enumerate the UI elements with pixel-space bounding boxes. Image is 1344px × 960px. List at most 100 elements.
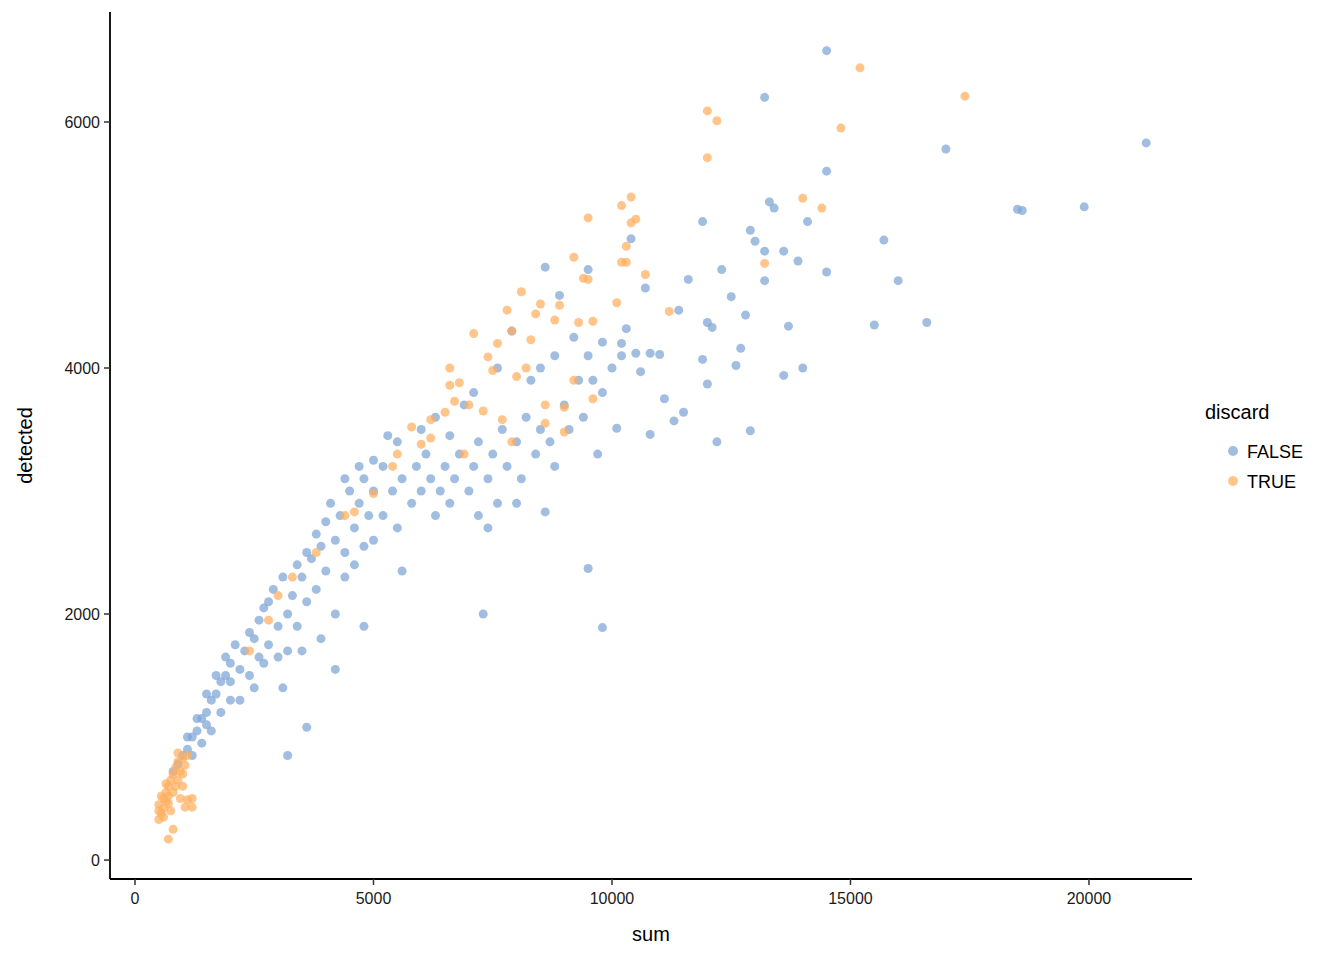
point — [259, 659, 268, 668]
point — [426, 434, 435, 443]
point — [226, 677, 235, 686]
point — [178, 769, 187, 778]
point — [612, 298, 621, 307]
point — [479, 407, 488, 416]
point — [655, 350, 664, 359]
point — [183, 751, 192, 760]
chart: 050001000015000200000200040006000sumdete… — [0, 0, 1344, 960]
point — [212, 671, 221, 680]
point — [836, 124, 845, 133]
point — [364, 511, 373, 520]
point — [421, 450, 430, 459]
point — [631, 349, 640, 358]
point — [393, 450, 402, 459]
point — [588, 376, 597, 385]
point — [331, 665, 340, 674]
point — [746, 426, 755, 435]
point — [202, 720, 211, 729]
point — [627, 193, 636, 202]
legend-swatch — [1228, 446, 1238, 456]
point — [541, 263, 550, 272]
point — [870, 320, 879, 329]
point — [698, 217, 707, 226]
point — [278, 683, 287, 692]
point — [169, 825, 178, 834]
point — [283, 610, 292, 619]
point — [340, 573, 349, 582]
point — [579, 413, 588, 422]
point — [593, 450, 602, 459]
point — [388, 487, 397, 496]
point — [617, 351, 626, 360]
x-tick-label: 10000 — [590, 890, 635, 907]
point — [698, 355, 707, 364]
y-tick-label: 2000 — [64, 606, 100, 623]
point — [288, 591, 297, 600]
point — [894, 276, 903, 285]
point — [560, 403, 569, 412]
point — [822, 167, 831, 176]
point — [340, 548, 349, 557]
point — [317, 634, 326, 643]
point — [736, 344, 745, 353]
point — [541, 507, 550, 516]
point — [161, 779, 170, 788]
point — [455, 378, 464, 387]
point — [636, 367, 645, 376]
y-tick — [104, 367, 110, 369]
point — [431, 511, 440, 520]
point — [264, 640, 273, 649]
point — [231, 640, 240, 649]
legend-label: TRUE — [1247, 472, 1296, 492]
point — [302, 723, 311, 732]
legend-label: FALSE — [1247, 442, 1303, 462]
point — [674, 306, 683, 315]
point — [779, 247, 788, 256]
point — [760, 247, 769, 256]
point — [751, 237, 760, 246]
point — [407, 423, 416, 432]
point — [708, 323, 717, 332]
x-tick — [850, 879, 852, 885]
point — [312, 530, 321, 539]
point — [507, 327, 516, 336]
point — [483, 352, 492, 361]
point — [350, 560, 359, 569]
point — [531, 309, 540, 318]
point — [483, 474, 492, 483]
point — [627, 234, 636, 243]
point — [264, 597, 273, 606]
point — [350, 523, 359, 532]
point — [250, 634, 259, 643]
y-tick-label: 0 — [91, 852, 100, 869]
point — [161, 797, 170, 806]
point — [479, 610, 488, 619]
point — [264, 616, 273, 625]
point — [498, 425, 507, 434]
point — [617, 201, 626, 210]
point — [202, 689, 211, 698]
point — [235, 665, 244, 674]
point — [803, 217, 812, 226]
point — [712, 116, 721, 125]
point — [779, 371, 788, 380]
y-tick-label: 6000 — [64, 114, 100, 131]
point — [450, 474, 459, 483]
point — [483, 523, 492, 532]
point — [417, 440, 426, 449]
point — [331, 536, 340, 545]
point — [488, 450, 497, 459]
point — [178, 782, 187, 791]
point — [784, 322, 793, 331]
point — [460, 450, 469, 459]
point — [302, 597, 311, 606]
point — [1080, 202, 1089, 211]
point — [398, 566, 407, 575]
point — [798, 194, 807, 203]
point — [441, 462, 450, 471]
point — [321, 517, 330, 526]
point — [379, 462, 388, 471]
point — [493, 499, 502, 508]
point — [283, 646, 292, 655]
point — [450, 397, 459, 406]
